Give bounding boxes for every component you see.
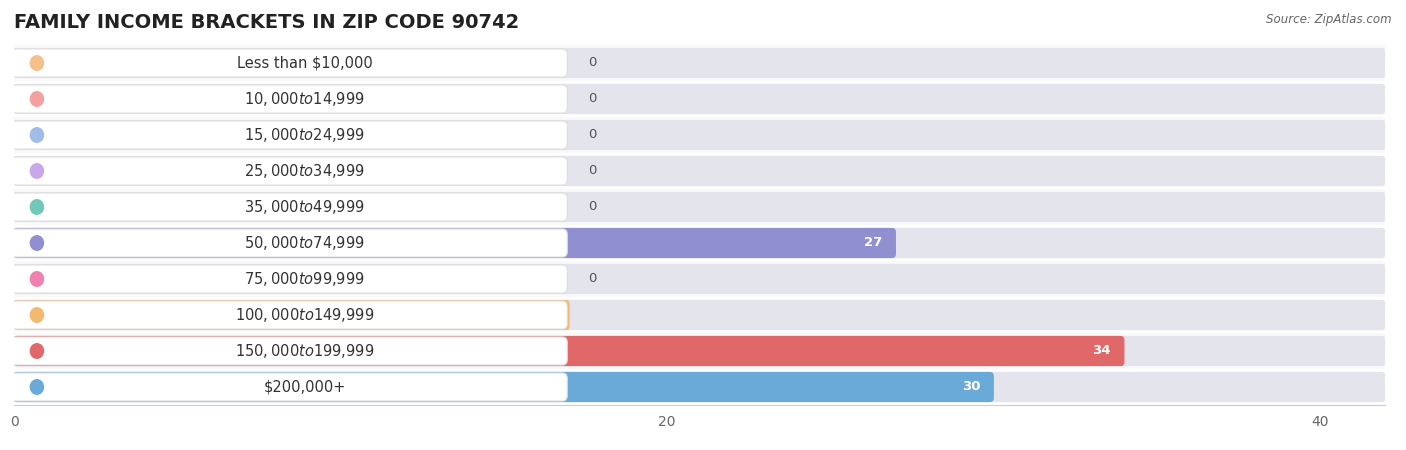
Text: 27: 27 — [865, 237, 883, 249]
Text: Less than $10,000: Less than $10,000 — [236, 55, 373, 71]
FancyBboxPatch shape — [14, 228, 896, 258]
FancyBboxPatch shape — [14, 120, 1385, 150]
Circle shape — [31, 164, 44, 178]
FancyBboxPatch shape — [11, 265, 567, 293]
Text: Source: ZipAtlas.com: Source: ZipAtlas.com — [1267, 14, 1392, 27]
FancyBboxPatch shape — [14, 264, 1385, 294]
FancyBboxPatch shape — [11, 85, 567, 113]
Text: FAMILY INCOME BRACKETS IN ZIP CODE 90742: FAMILY INCOME BRACKETS IN ZIP CODE 90742 — [14, 14, 519, 32]
FancyBboxPatch shape — [14, 81, 1385, 117]
Text: $25,000 to $34,999: $25,000 to $34,999 — [245, 162, 366, 180]
FancyBboxPatch shape — [14, 189, 1385, 225]
Circle shape — [31, 200, 44, 214]
Text: $200,000+: $200,000+ — [263, 379, 346, 395]
FancyBboxPatch shape — [14, 336, 1125, 366]
FancyBboxPatch shape — [14, 261, 1385, 297]
Text: 34: 34 — [1092, 345, 1111, 357]
Text: $50,000 to $74,999: $50,000 to $74,999 — [245, 234, 366, 252]
FancyBboxPatch shape — [14, 45, 1385, 81]
FancyBboxPatch shape — [14, 300, 1385, 330]
FancyBboxPatch shape — [14, 228, 1385, 258]
Circle shape — [31, 56, 44, 70]
FancyBboxPatch shape — [11, 121, 567, 149]
FancyBboxPatch shape — [14, 372, 994, 402]
FancyBboxPatch shape — [14, 372, 1385, 402]
Text: $75,000 to $99,999: $75,000 to $99,999 — [245, 270, 366, 288]
FancyBboxPatch shape — [14, 333, 1385, 369]
FancyBboxPatch shape — [14, 192, 1385, 222]
FancyBboxPatch shape — [14, 225, 1385, 261]
Circle shape — [31, 344, 44, 358]
FancyBboxPatch shape — [14, 48, 1385, 78]
Circle shape — [31, 272, 44, 286]
FancyBboxPatch shape — [11, 337, 567, 365]
Circle shape — [31, 92, 44, 106]
Text: $35,000 to $49,999: $35,000 to $49,999 — [245, 198, 366, 216]
Text: 0: 0 — [589, 201, 598, 213]
FancyBboxPatch shape — [11, 157, 567, 185]
FancyBboxPatch shape — [14, 153, 1385, 189]
FancyBboxPatch shape — [11, 229, 567, 257]
FancyBboxPatch shape — [14, 117, 1385, 153]
FancyBboxPatch shape — [11, 301, 567, 329]
FancyBboxPatch shape — [14, 300, 569, 330]
FancyBboxPatch shape — [14, 156, 1385, 186]
FancyBboxPatch shape — [14, 336, 1385, 366]
Text: 0: 0 — [589, 129, 598, 141]
Text: 30: 30 — [962, 381, 980, 393]
Text: 17: 17 — [537, 309, 555, 321]
Text: $100,000 to $149,999: $100,000 to $149,999 — [235, 306, 374, 324]
Circle shape — [31, 380, 44, 394]
FancyBboxPatch shape — [14, 369, 1385, 405]
Text: $150,000 to $199,999: $150,000 to $199,999 — [235, 342, 374, 360]
FancyBboxPatch shape — [14, 84, 1385, 114]
Circle shape — [31, 128, 44, 142]
FancyBboxPatch shape — [14, 297, 1385, 333]
Text: 0: 0 — [589, 273, 598, 285]
Text: 0: 0 — [589, 165, 598, 177]
Text: 0: 0 — [589, 93, 598, 105]
Text: $15,000 to $24,999: $15,000 to $24,999 — [245, 126, 366, 144]
Text: $10,000 to $14,999: $10,000 to $14,999 — [245, 90, 366, 108]
FancyBboxPatch shape — [11, 49, 567, 77]
Text: 0: 0 — [589, 57, 598, 69]
FancyBboxPatch shape — [11, 193, 567, 221]
Circle shape — [31, 308, 44, 322]
Circle shape — [31, 236, 44, 250]
FancyBboxPatch shape — [11, 373, 567, 401]
